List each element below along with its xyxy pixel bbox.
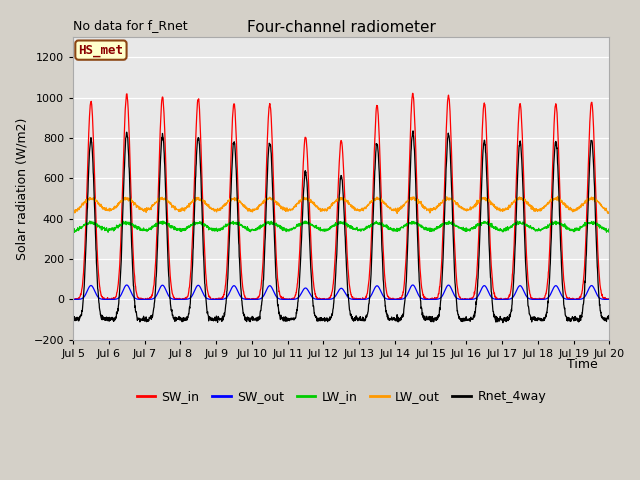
Text: No data for f_Rnet: No data for f_Rnet (73, 19, 188, 32)
SW_in (582, 222, 590, 228)
SW_out (216, 297, 223, 302)
LW_out (500, 207, 508, 213)
Rnet_4way (346, 312, 354, 317)
SW_out (169, 296, 177, 302)
Legend: SW_in, SW_out, LW_in, LW_out, Rnet_4way: SW_in, SW_out, LW_in, LW_out, Rnet_4way (131, 385, 551, 408)
SW_in (70, 297, 77, 302)
LW_out (169, 203, 177, 209)
LW_out (216, 206, 223, 212)
Line: LW_in: LW_in (73, 221, 609, 232)
LW_out (402, 199, 410, 205)
Rnet_4way (169, 312, 177, 318)
Rnet_4way (409, 128, 417, 134)
LW_in (605, 228, 613, 234)
SW_in (501, 297, 509, 302)
LW_out (554, 193, 561, 199)
SW_out (409, 282, 417, 288)
SW_out (605, 297, 613, 302)
SW_in (216, 297, 223, 302)
SW_out (582, 292, 590, 298)
LW_in (216, 228, 223, 234)
Line: SW_in: SW_in (73, 93, 609, 300)
Title: Four-channel radiometer: Four-channel radiometer (247, 20, 436, 35)
LW_in (403, 222, 410, 228)
SW_in (605, 297, 613, 302)
SW_in (409, 90, 417, 96)
Rnet_4way (216, 316, 223, 322)
SW_out (69, 297, 77, 302)
LW_in (86, 218, 93, 224)
Text: HS_met: HS_met (79, 44, 124, 57)
LW_in (347, 224, 355, 230)
LW_out (346, 202, 354, 207)
Rnet_4way (402, 281, 410, 287)
Rnet_4way (69, 315, 77, 321)
Rnet_4way (605, 315, 613, 321)
Line: LW_out: LW_out (73, 196, 609, 214)
SW_out (346, 296, 354, 301)
SW_out (402, 294, 410, 300)
LW_in (170, 226, 177, 231)
Rnet_4way (499, 320, 507, 325)
Rnet_4way (582, 252, 590, 258)
SW_out (500, 297, 508, 302)
X-axis label: Time: Time (567, 358, 598, 371)
SW_in (69, 296, 77, 302)
Line: Rnet_4way: Rnet_4way (73, 131, 609, 323)
SW_in (403, 251, 410, 256)
LW_in (501, 227, 509, 232)
Rnet_4way (501, 316, 509, 322)
LW_in (69, 229, 77, 235)
LW_in (71, 229, 79, 235)
LW_in (582, 222, 590, 228)
LW_out (605, 210, 613, 216)
SW_in (170, 293, 177, 299)
Y-axis label: Solar radiation (W/m2): Solar radiation (W/m2) (15, 117, 28, 260)
Line: SW_out: SW_out (73, 285, 609, 300)
SW_in (347, 289, 355, 295)
LW_out (582, 199, 590, 204)
LW_out (69, 211, 77, 216)
